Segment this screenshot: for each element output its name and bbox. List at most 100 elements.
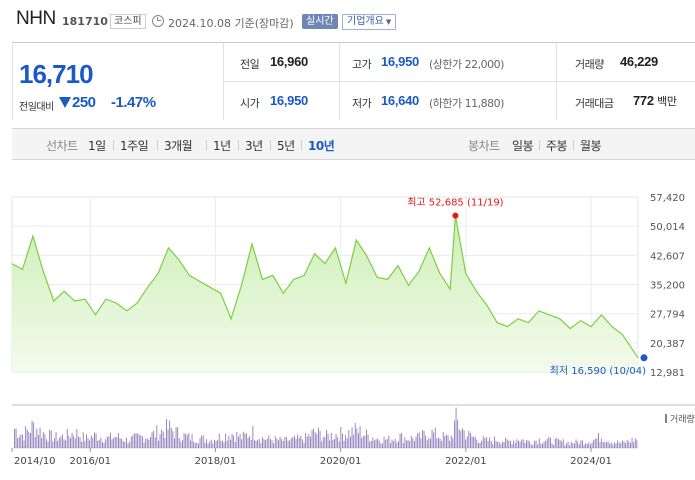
volume-bar bbox=[105, 439, 107, 448]
volume-bar bbox=[508, 440, 510, 448]
volume-bar bbox=[335, 434, 337, 448]
volume-bar bbox=[410, 435, 412, 448]
high-label: 고가 bbox=[352, 58, 372, 71]
tab-3y[interactable]: 3년 bbox=[245, 139, 263, 153]
volume-bar bbox=[263, 439, 265, 448]
volume-bar bbox=[510, 440, 511, 448]
volume-bar bbox=[206, 439, 207, 448]
caret-down-icon: ▼ bbox=[385, 18, 392, 26]
volume-bar bbox=[318, 427, 319, 448]
volume-bar bbox=[166, 419, 167, 448]
price-area bbox=[12, 215, 638, 372]
price-chart[interactable]: 57,420 50,014 42,607 35,200 27,794 20,387 12,9… bbox=[0, 190, 695, 480]
volume-bar bbox=[540, 443, 542, 448]
stock-header: NHN 181710 코스피 2024.10.08 기준(장마감) 실시간 기업… bbox=[0, 0, 695, 42]
volume-bar bbox=[276, 438, 278, 448]
volume-bar bbox=[132, 435, 134, 448]
volume-bar bbox=[156, 425, 158, 448]
volume-bar bbox=[111, 439, 113, 448]
tab-weekly[interactable]: 주봉 bbox=[546, 139, 568, 153]
volume-bar bbox=[214, 440, 215, 448]
volume-bar bbox=[521, 439, 523, 448]
volume-bar bbox=[81, 441, 83, 448]
volume-bar bbox=[622, 440, 623, 448]
volume-bar bbox=[460, 431, 462, 448]
volume-bar bbox=[434, 427, 436, 448]
volume-bar bbox=[530, 444, 532, 448]
volume-bar bbox=[79, 437, 81, 448]
volume-bar bbox=[102, 442, 103, 448]
volume-bar bbox=[390, 442, 391, 448]
volume-bar bbox=[124, 441, 126, 448]
volume-bar bbox=[270, 439, 271, 448]
company-info-label: 기업개요 bbox=[347, 16, 384, 27]
volume-bar bbox=[306, 436, 308, 448]
volume-bar bbox=[407, 440, 409, 448]
volume-bar bbox=[25, 426, 27, 448]
volume-bar bbox=[634, 438, 636, 448]
volume-bar bbox=[471, 436, 473, 448]
volume-bar bbox=[602, 442, 604, 448]
volume-bars bbox=[12, 407, 638, 449]
volume-bar bbox=[543, 441, 545, 448]
volume-bar bbox=[127, 443, 129, 448]
realtime-button[interactable]: 실시간 bbox=[302, 14, 338, 29]
stock-name: NHN bbox=[16, 8, 56, 29]
volume-bar bbox=[242, 431, 244, 448]
tab-3m[interactable]: 3개월 bbox=[164, 139, 193, 153]
volume-bar bbox=[348, 430, 350, 448]
volume-bar bbox=[44, 434, 46, 448]
volume-bar bbox=[482, 436, 484, 448]
volume-bar bbox=[623, 441, 625, 448]
volume-bar bbox=[636, 439, 638, 448]
company-info-dropdown[interactable]: 기업개요 ▼ bbox=[342, 14, 397, 30]
volume-bar bbox=[226, 440, 228, 448]
tab-daily[interactable]: 일봉 bbox=[512, 139, 534, 153]
volume-bar bbox=[262, 437, 263, 448]
volume-bar bbox=[182, 440, 183, 448]
tab-5y[interactable]: 5년 bbox=[277, 139, 295, 153]
volume-bar bbox=[607, 441, 609, 448]
upper-limit: (상한가 22,000) bbox=[429, 58, 504, 71]
volume-bar bbox=[66, 428, 68, 448]
volume-bar bbox=[246, 433, 247, 448]
tab-10y[interactable]: 10년 bbox=[308, 139, 335, 153]
volume-bar bbox=[110, 432, 111, 448]
change-label: 전일대비 bbox=[19, 102, 54, 113]
volume-bar bbox=[126, 437, 127, 448]
volume-bar bbox=[316, 434, 318, 448]
volume-bar bbox=[369, 441, 371, 448]
volume-bar bbox=[250, 439, 252, 448]
volume-bar bbox=[220, 441, 222, 448]
tab-monthly[interactable]: 월봉 bbox=[580, 139, 602, 153]
tab-1d[interactable]: 1일 bbox=[88, 139, 106, 153]
volume-bar bbox=[62, 434, 63, 448]
volume-legend-label: 거래량 bbox=[670, 413, 695, 425]
tab-1w[interactable]: 1주일 bbox=[120, 139, 149, 153]
volume-bar bbox=[615, 443, 617, 448]
volume-bar bbox=[609, 443, 611, 448]
volume-bar bbox=[399, 434, 401, 448]
volume-bar bbox=[15, 428, 17, 448]
volume-bar bbox=[572, 443, 574, 448]
x-tick-label: 2016/01 bbox=[69, 456, 111, 467]
volume-bar bbox=[78, 436, 79, 448]
tab-separator bbox=[539, 140, 540, 150]
amount-label: 거래대금 bbox=[575, 97, 614, 110]
volume-bar bbox=[598, 433, 599, 448]
volume-bar bbox=[18, 436, 20, 448]
min-price-label: 최저 16,590 (10/04) bbox=[550, 365, 646, 377]
volume-bar bbox=[290, 438, 292, 448]
volume-bar bbox=[586, 444, 588, 448]
volume-bar bbox=[284, 436, 286, 448]
volume-bar bbox=[324, 436, 326, 448]
volume-bar bbox=[489, 437, 491, 448]
volume-bar bbox=[161, 429, 163, 448]
x-tick-label: 2014/10 bbox=[14, 456, 56, 467]
tab-1y[interactable]: 1년 bbox=[213, 139, 231, 153]
volume-bar bbox=[71, 432, 73, 448]
volume-bar bbox=[585, 443, 587, 448]
volume-bar bbox=[454, 420, 455, 448]
volume-bar bbox=[337, 437, 339, 448]
volume-bar bbox=[151, 432, 153, 448]
